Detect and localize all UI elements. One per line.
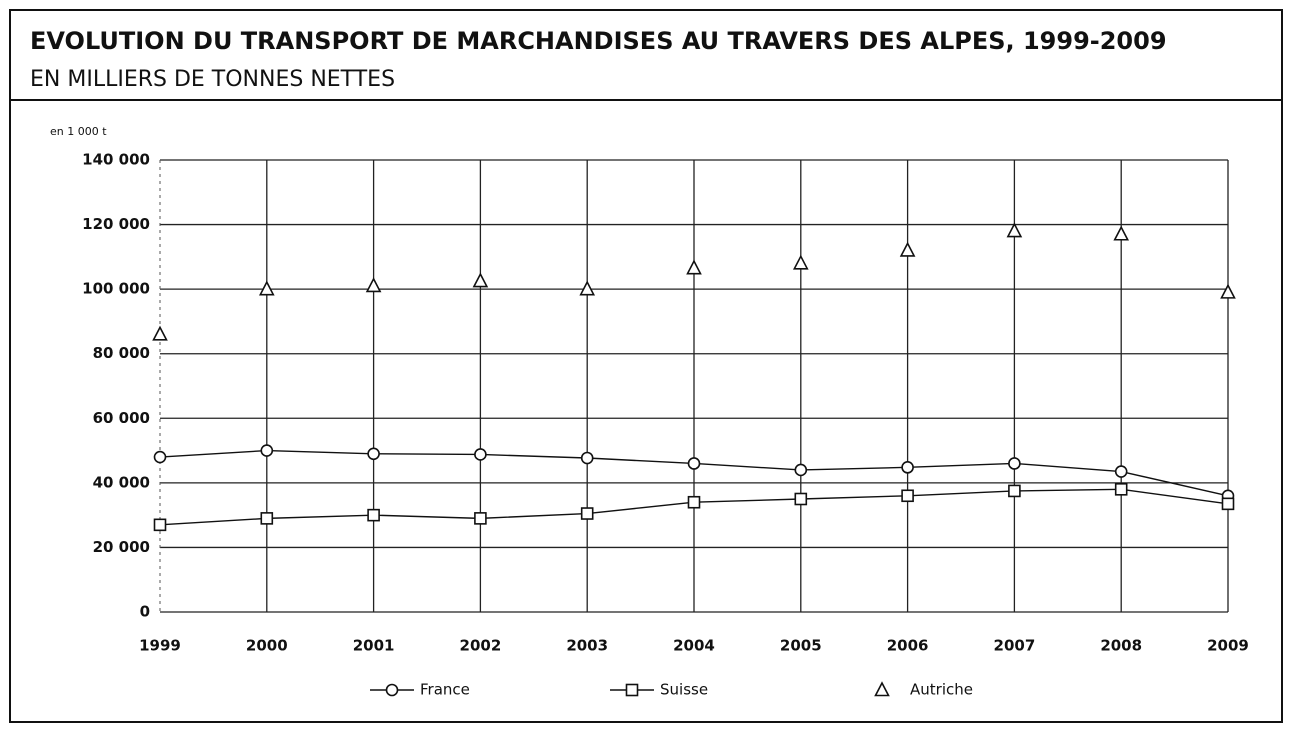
data-point: [901, 461, 914, 474]
y-tick-label: 40 000: [93, 473, 150, 491]
legend-label: Suisse: [660, 681, 708, 699]
data-point: [1008, 484, 1021, 498]
legend-label: France: [420, 681, 470, 699]
x-tick-label: 2004: [673, 637, 715, 655]
frame: [9, 9, 1283, 723]
x-tick-label: 2000: [246, 637, 288, 655]
x-tick-label: 2002: [460, 637, 502, 655]
data-point: [1113, 225, 1130, 241]
legend-label: Autriche: [910, 681, 973, 699]
x-tick-label: 1999: [139, 637, 181, 655]
chart-subtitle: EN MILLIERS DE TONNES NETTES: [30, 67, 395, 92]
data-point: [901, 489, 914, 503]
x-tick-label: 2007: [994, 637, 1036, 655]
x-tick-label: 2009: [1207, 637, 1249, 655]
data-point: [1008, 457, 1021, 470]
y-axis-label: en 1 000 t: [50, 125, 107, 138]
data-point: [687, 457, 701, 470]
x-tick-label: 2005: [780, 637, 822, 655]
x-tick-label: 2001: [353, 637, 395, 655]
x-tick-label: 2003: [566, 637, 608, 655]
x-tick-label: 2008: [1100, 637, 1142, 655]
data-point: [472, 272, 489, 288]
y-tick-label: 140 000: [82, 151, 150, 169]
data-point: [1221, 497, 1235, 511]
data-point: [579, 280, 596, 296]
data-point: [474, 512, 487, 525]
data-point: [899, 241, 916, 257]
data-point: [580, 451, 594, 465]
data-point: [794, 463, 808, 477]
data-point: [1114, 465, 1128, 478]
legend-marker: [625, 683, 639, 697]
y-tick-label: 0: [140, 603, 150, 621]
data-point: [687, 495, 701, 509]
data-point: [153, 518, 167, 532]
chart-title: EVOLUTION DU TRANSPORT DE MARCHANDISES A…: [30, 27, 1167, 55]
data-point: [367, 508, 380, 522]
legend-marker: [385, 683, 399, 697]
y-tick-label: 60 000: [93, 409, 150, 427]
data-point: [152, 325, 168, 341]
y-tick-label: 20 000: [93, 538, 150, 556]
data-point: [260, 512, 274, 525]
data-point: [792, 254, 809, 270]
data-point: [1006, 222, 1023, 238]
data-point: [1220, 283, 1236, 299]
x-tick-label: 2006: [887, 637, 929, 655]
y-tick-label: 80 000: [93, 344, 150, 362]
data-point: [474, 448, 487, 461]
data-point: [1114, 483, 1128, 496]
data-point: [367, 447, 380, 461]
data-point: [258, 280, 275, 296]
data-point: [686, 259, 702, 275]
legend-marker: [874, 681, 890, 697]
data-point: [153, 450, 167, 464]
data-point: [260, 444, 274, 457]
y-tick-label: 100 000: [82, 280, 150, 298]
data-point: [794, 492, 808, 506]
data-point: [580, 507, 594, 520]
y-tick-label: 120 000: [82, 215, 150, 233]
data-point: [365, 277, 382, 293]
